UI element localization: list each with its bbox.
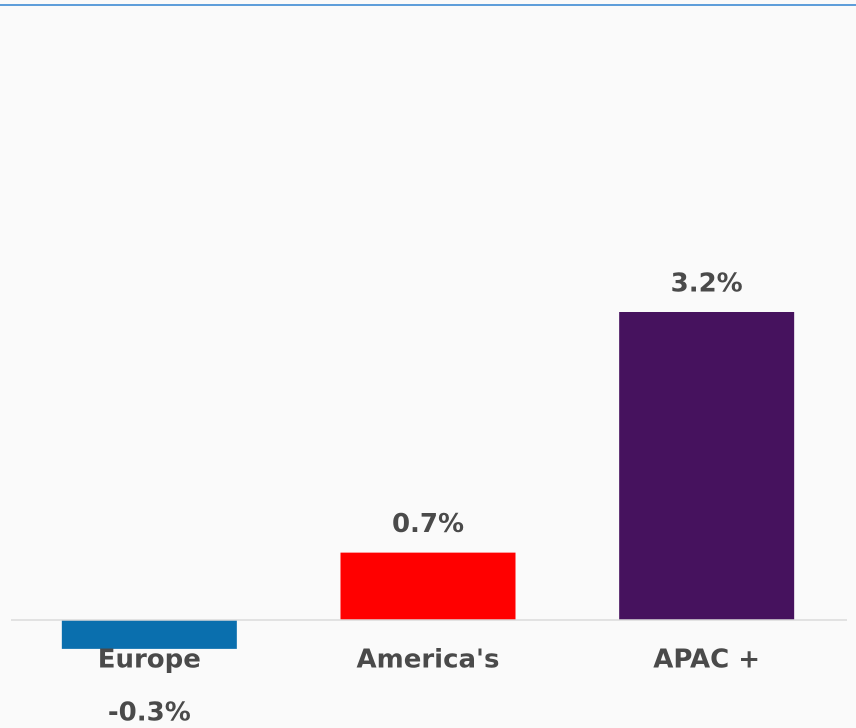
x-tick-label: America's: [357, 645, 500, 675]
data-label: -0.3%: [108, 698, 191, 728]
bar: [61, 620, 237, 649]
data-label: 3.2%: [671, 269, 743, 299]
bar: [340, 552, 516, 620]
data-label: 0.7%: [392, 509, 464, 539]
x-tick-label: APAC +: [653, 645, 760, 675]
x-tick-label: Europe: [98, 645, 201, 675]
bar: [619, 312, 795, 620]
plot: Europe -0.3% America's 0.7% APAC + 3.2%: [11, 269, 847, 728]
